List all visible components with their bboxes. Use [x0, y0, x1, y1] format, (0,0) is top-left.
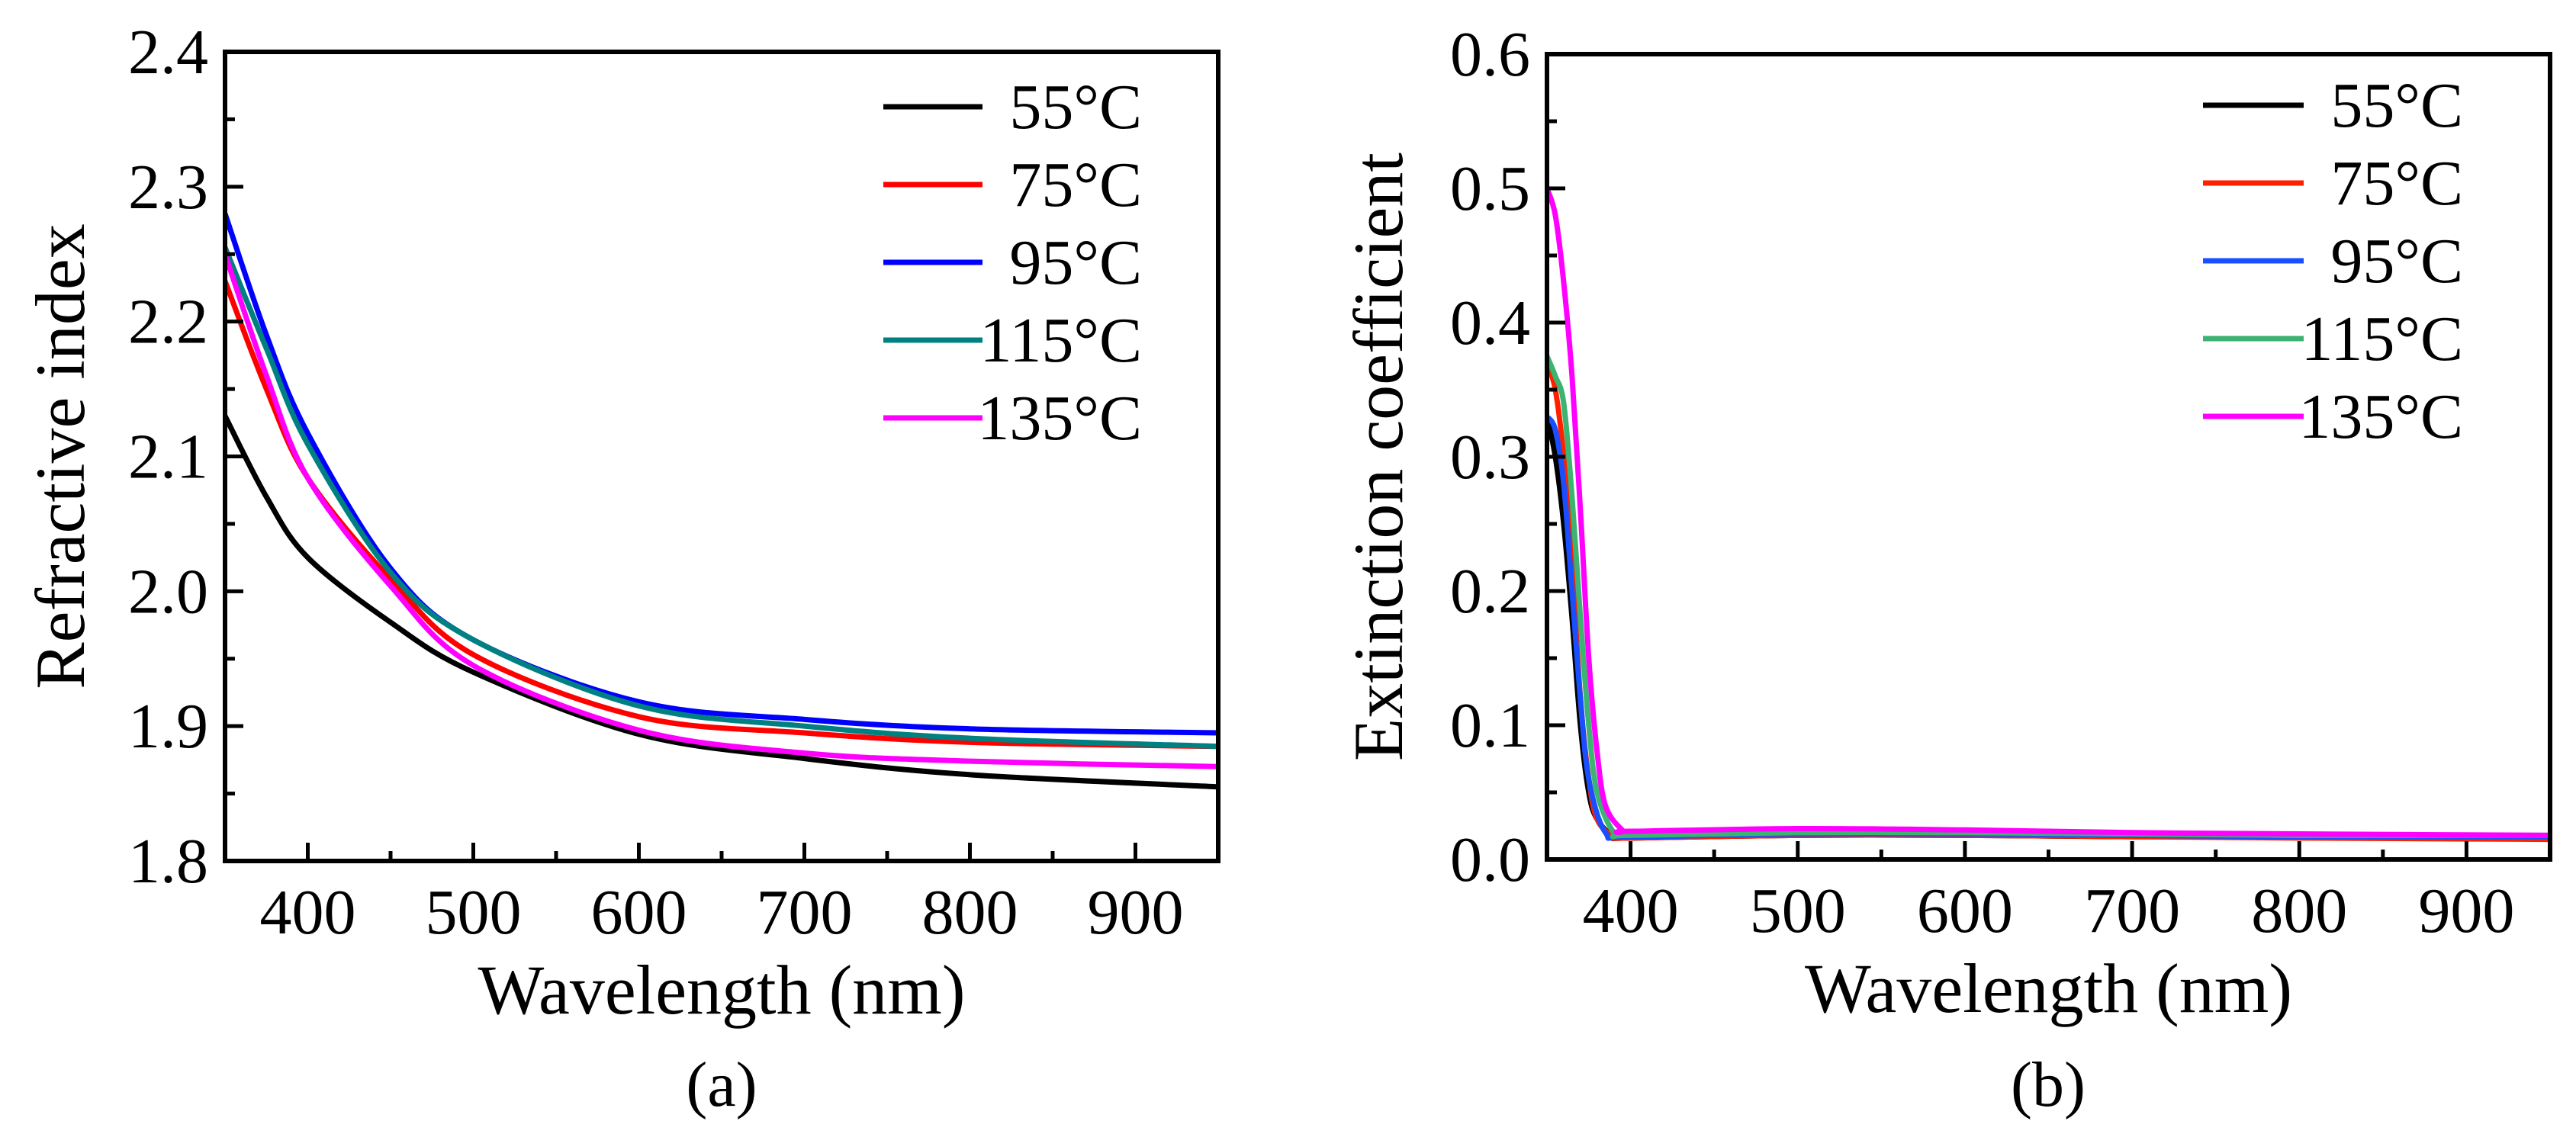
legend-label: 95°C	[2330, 226, 2463, 297]
x-tick-label: 900	[1088, 877, 1184, 948]
x-tick-label: 700	[757, 877, 853, 948]
y-tick-label: 2.4	[128, 17, 208, 88]
series-line-135c	[1547, 187, 2550, 838]
legend-label: 75°C	[1009, 149, 1142, 220]
y-tick-label: 0.3	[1450, 422, 1530, 493]
series-group	[225, 213, 1218, 790]
x-tick-label: 600	[591, 877, 687, 948]
x-tick-label: 500	[426, 877, 522, 948]
y-tick-label: 1.9	[128, 691, 208, 762]
x-tick-label: 700	[2084, 875, 2180, 946]
x-axis-title: Wavelength (nm)	[1805, 949, 2292, 1027]
y-tick-label: 2.2	[128, 287, 208, 358]
legend-label: 55°C	[1009, 72, 1142, 143]
x-tick-label: 400	[1583, 875, 1679, 946]
x-axis-title: Wavelength (nm)	[478, 951, 966, 1029]
y-tick-label: 2.3	[128, 152, 208, 223]
legend-label: 95°C	[1009, 227, 1142, 298]
y-axis-title: Extinction coefficient	[1339, 153, 1417, 761]
y-tick-label: 2.0	[128, 556, 208, 627]
y-tick-label: 0.0	[1450, 824, 1530, 895]
legend-label: 55°C	[2330, 70, 2463, 141]
panel-b-extinction-coefficient: 400 500 600 700 800 900 0.0 0.1 0.2 0.3 0.4 0.5 0.6 W…	[1339, 19, 2552, 1120]
legend-label: 135°C	[977, 383, 1142, 454]
series-group	[1547, 187, 2550, 843]
legend-label: 115°C	[979, 305, 1142, 376]
series-line-55c	[225, 414, 1218, 790]
y-tick-label: 0.6	[1450, 19, 1530, 90]
panel-label: (a)	[686, 1049, 757, 1120]
y-tick-label: 2.1	[128, 422, 208, 493]
y-axis-title: Refractive index	[21, 223, 99, 689]
x-tick-label: 900	[2418, 875, 2514, 946]
y-tick-label: 0.4	[1450, 288, 1530, 358]
x-tick-label: 400	[260, 877, 356, 948]
y-tick-label: 0.2	[1450, 556, 1530, 627]
x-tick-label: 800	[2251, 875, 2347, 946]
panel-label: (b)	[2011, 1049, 2086, 1120]
series-line-135c	[225, 253, 1218, 769]
x-tick-label: 500	[1750, 875, 1846, 946]
series-line-115c	[225, 246, 1218, 750]
legend-label: 135°C	[2298, 381, 2463, 452]
x-tick-label: 800	[922, 877, 1018, 948]
legend-label: 115°C	[2301, 304, 2463, 374]
y-tick-label: 0.5	[1450, 153, 1530, 224]
legend-label: 75°C	[2330, 148, 2463, 219]
y-tick-label: 0.1	[1450, 690, 1530, 761]
series-line-55c	[1547, 416, 2550, 842]
y-tick-label: 1.8	[128, 826, 208, 897]
x-tick-label: 600	[1917, 875, 2013, 946]
series-line-95c	[1547, 414, 2550, 841]
panel-a-refractive-index: 400 500 600 700 800 900 1.8 1.9 2.0 2.1 2.2 2.3 2.4 W…	[21, 17, 1220, 1120]
